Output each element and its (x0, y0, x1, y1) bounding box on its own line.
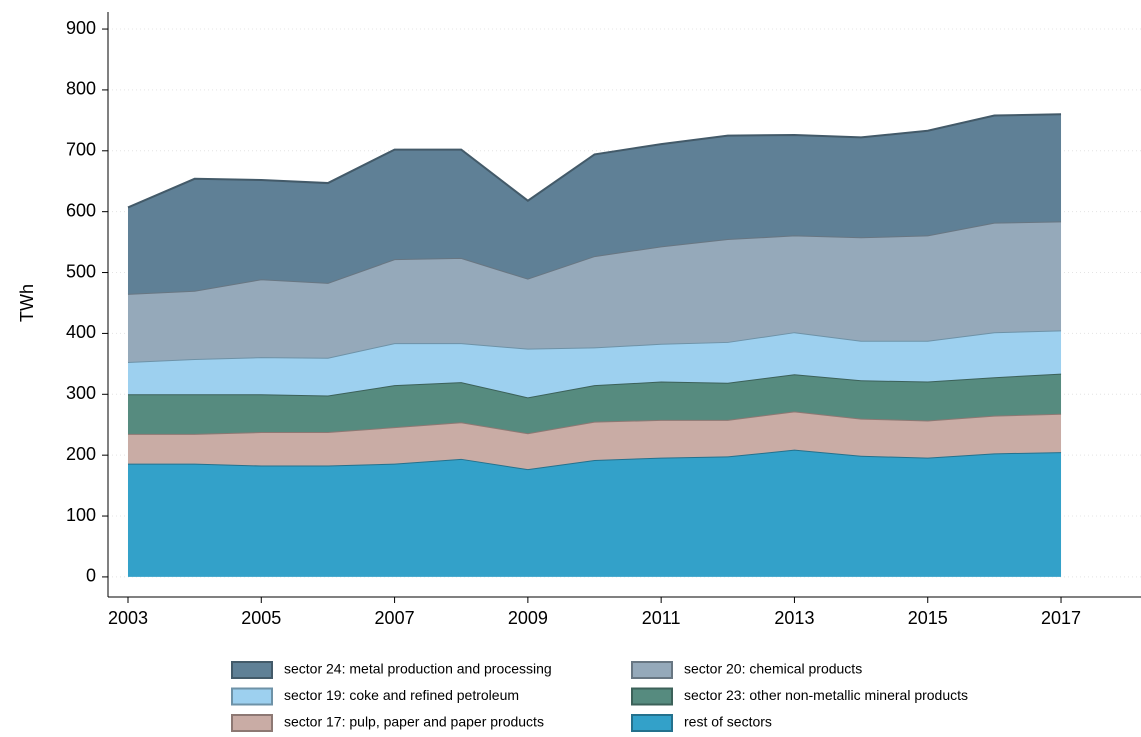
area (127, 221, 1062, 363)
area (127, 330, 1062, 398)
x-tick-label: 2015 (908, 608, 948, 628)
x-tick-label: 2013 (774, 608, 814, 628)
legend-label: rest of sectors (684, 714, 772, 730)
y-tick-label: 600 (66, 200, 96, 220)
legend-swatch (631, 661, 673, 679)
legend-swatch (231, 687, 273, 706)
y-tick-label: 800 (66, 79, 96, 99)
x-tick-label: 2011 (642, 608, 681, 628)
y-tick-label: 300 (66, 383, 96, 403)
legend-label: sector 24: metal production and processi… (284, 661, 552, 677)
legend-swatch (631, 687, 673, 706)
legend-swatch (231, 661, 273, 679)
x-tick-label: 2003 (108, 608, 148, 628)
y-tick-label: 700 (66, 140, 96, 160)
area (127, 114, 1062, 294)
legend-swatch (231, 714, 273, 732)
y-tick-label: 900 (66, 18, 96, 38)
y-tick-label: 500 (66, 261, 96, 281)
y-tick-label: 100 (66, 505, 96, 525)
legend-swatch (631, 714, 673, 732)
y-tick-label: 400 (66, 322, 96, 342)
y-tick-label: 0 (86, 566, 96, 586)
y-axis-label: TWh (17, 284, 37, 322)
legend-label: sector 23: other non-metallic mineral pr… (684, 687, 968, 703)
x-tick-label: 2005 (241, 608, 281, 628)
legend-label: sector 19: coke and refined petroleum (284, 687, 519, 703)
legend-label: sector 20: chemical products (684, 661, 862, 677)
y-tick-label: 200 (66, 444, 96, 464)
x-tick-label: 2009 (508, 608, 548, 628)
area-edge (127, 113, 1062, 209)
legend-label: sector 17: pulp, paper and paper product… (284, 714, 544, 730)
area (127, 449, 1062, 577)
x-tick-label: 2007 (375, 608, 415, 628)
area (127, 373, 1062, 434)
area (127, 411, 1062, 470)
x-tick-label: 2017 (1041, 608, 1081, 628)
